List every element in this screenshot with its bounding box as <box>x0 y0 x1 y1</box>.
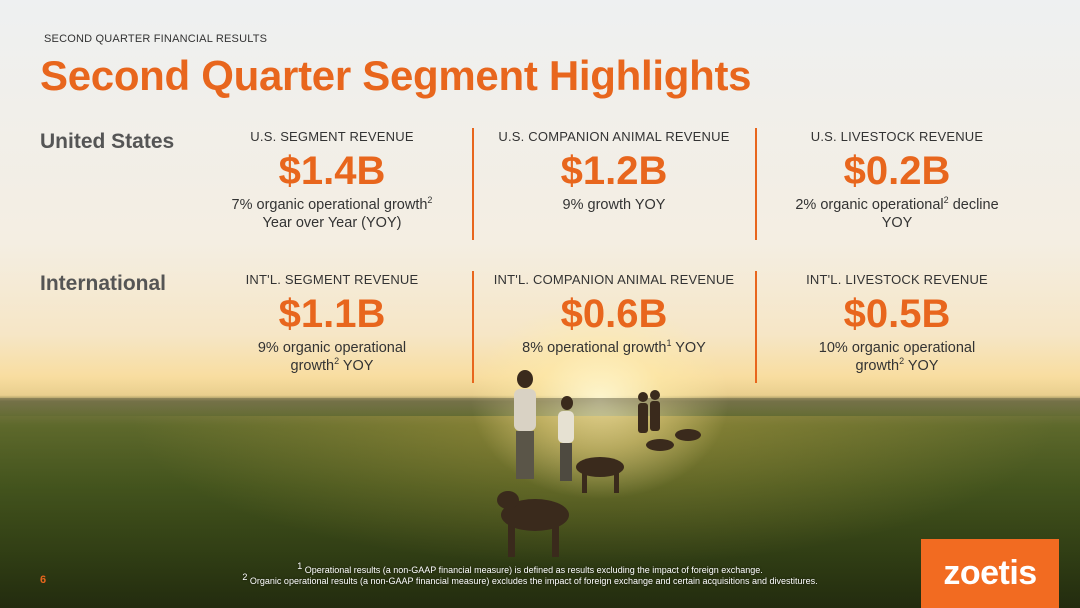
region-label-united-states: United States <box>40 130 175 153</box>
section-eyebrow: SECOND QUARTER FINANCIAL RESULTS <box>44 33 268 45</box>
us-livestock-revenue-card: U.S. LIVESTOCK REVENUE $0.2B 2% organic … <box>767 129 1027 232</box>
metric-value: $0.2B <box>843 149 951 193</box>
metric-description: 9% organic operational growth2 YOY <box>257 340 407 374</box>
footnotes: 1 Operational results (a non-GAAP financ… <box>150 561 910 587</box>
metric-value: $0.5B <box>843 292 951 336</box>
intl-companion-animal-revenue-card: INT'L. COMPANION ANIMAL REVENUE $0.6B 8%… <box>484 272 744 357</box>
metric-description: 2% organic operational2 decline YOY <box>795 195 999 231</box>
metric-description: 7% organic operational growth2 Year over… <box>231 195 433 231</box>
column-divider <box>755 271 757 383</box>
region-label-international: International <box>40 272 167 295</box>
metric-description: 8% operational growth1 YOY <box>522 338 706 356</box>
page-title: Second Quarter Segment Highlights <box>40 52 752 99</box>
metric-description: 9% growth YOY <box>562 197 666 213</box>
page-number: 6 <box>40 574 47 586</box>
column-divider <box>472 271 474 383</box>
metric-label: U.S. SEGMENT REVENUE <box>250 129 414 144</box>
people-walking-dogs-image <box>497 370 701 557</box>
footnote-1: 1 Operational results (a non-GAAP financ… <box>297 561 763 576</box>
intl-livestock-revenue-card: INT'L. LIVESTOCK REVENUE $0.5B 10% organ… <box>767 272 1027 375</box>
column-divider <box>755 128 757 240</box>
metric-label: U.S. LIVESTOCK REVENUE <box>810 129 984 144</box>
metric-label: INT'L. LIVESTOCK REVENUE <box>806 272 988 287</box>
metric-value: $0.6B <box>560 292 668 336</box>
us-segment-revenue-card: U.S. SEGMENT REVENUE $1.4B 7% organic op… <box>202 129 462 232</box>
zoetis-logo: zoetis <box>921 539 1059 608</box>
metric-description: 10% organic operational growth2 YOY <box>818 340 976 374</box>
intl-segment-revenue-card: INT'L. SEGMENT REVENUE $1.1B 9% organic … <box>202 272 462 375</box>
metric-value: $1.4B <box>278 149 386 193</box>
horizon <box>0 398 1080 416</box>
metric-label: U.S. COMPANION ANIMAL REVENUE <box>498 129 730 144</box>
metric-value: $1.2B <box>560 149 668 193</box>
metric-value: $1.1B <box>278 292 386 336</box>
metric-label: INT'L. SEGMENT REVENUE <box>245 272 419 287</box>
metric-label: INT'L. COMPANION ANIMAL REVENUE <box>493 272 735 287</box>
us-companion-animal-revenue-card: U.S. COMPANION ANIMAL REVENUE $1.2B 9% g… <box>484 129 744 214</box>
footnote-2: 2 Organic operational results (a non-GAA… <box>242 572 818 587</box>
column-divider <box>472 128 474 240</box>
